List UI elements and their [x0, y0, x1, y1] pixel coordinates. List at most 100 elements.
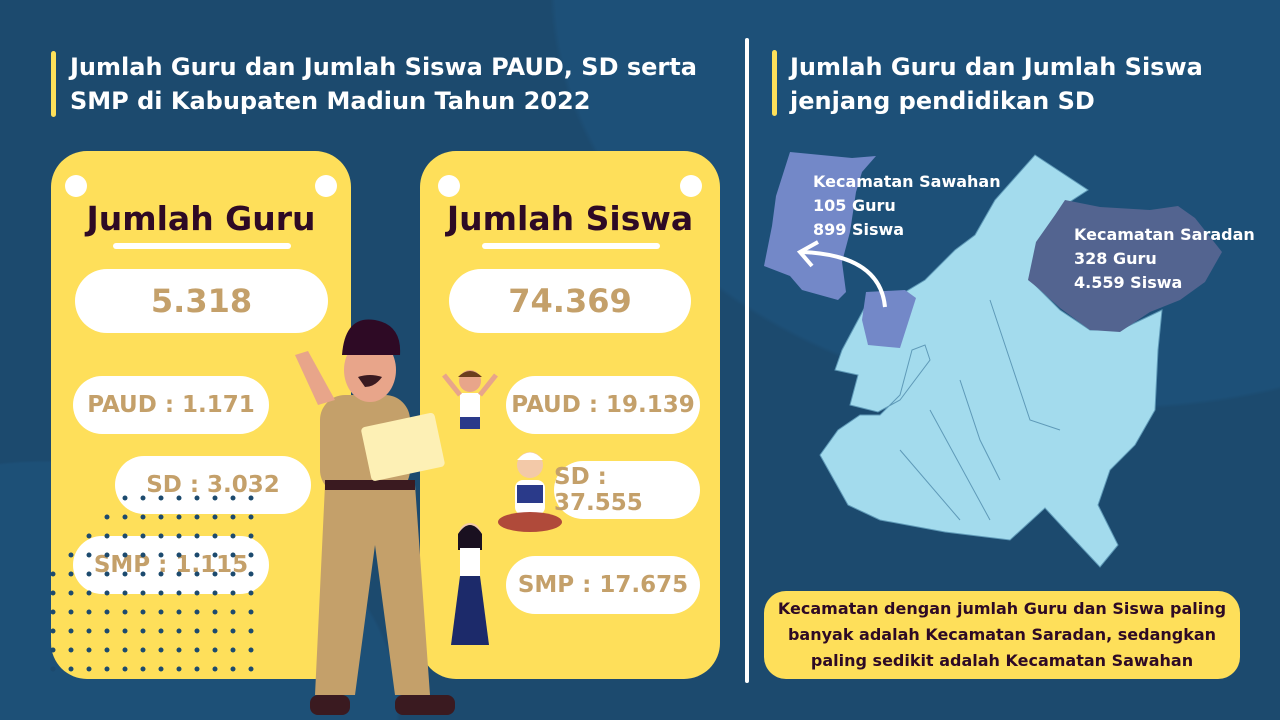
map-region-saradan: [1028, 200, 1222, 332]
arrow-icon: [801, 250, 887, 308]
dot: [140, 628, 146, 634]
dot: [140, 666, 146, 672]
dot: [158, 533, 164, 539]
dot: [230, 647, 236, 653]
dot: [158, 666, 164, 672]
dot: [50, 571, 56, 577]
dot: [122, 571, 128, 577]
dot: [176, 533, 182, 539]
divider: [745, 38, 749, 683]
dot: [86, 609, 92, 615]
dot: [140, 514, 146, 520]
dot: [176, 628, 182, 634]
dot: [122, 647, 128, 653]
saradan-label: Kecamatan Saradan 328 Guru 4.559 Siswa: [1074, 223, 1255, 295]
card-hole: [65, 175, 87, 197]
dot: [122, 628, 128, 634]
dot: [176, 609, 182, 615]
dot: [212, 571, 218, 577]
dot: [158, 590, 164, 596]
dot: [140, 495, 146, 501]
dot: [230, 495, 236, 501]
dot: [68, 666, 74, 672]
saradan-siswa: 4.559 Siswa: [1074, 273, 1183, 292]
dot: [212, 533, 218, 539]
dot: [140, 647, 146, 653]
dot: [50, 628, 56, 634]
dot: [140, 552, 146, 558]
dot: [176, 590, 182, 596]
dot: [176, 647, 182, 653]
dot: [194, 552, 200, 558]
dot: [158, 609, 164, 615]
dot: [212, 628, 218, 634]
dot: [212, 495, 218, 501]
dot: [86, 628, 92, 634]
dot: [122, 495, 128, 501]
dot: [176, 666, 182, 672]
card-hole: [315, 175, 337, 197]
title-accent: [772, 50, 777, 116]
dot: [176, 514, 182, 520]
siswa-smp: SMP : 17.675: [506, 556, 700, 614]
siswa-heading: Jumlah Siswa: [446, 199, 694, 238]
dot: [50, 647, 56, 653]
dot: [248, 647, 254, 653]
dot: [176, 495, 182, 501]
sawahan-label: Kecamatan Sawahan 105 Guru 899 Siswa: [813, 170, 1001, 242]
heading-underline: [482, 243, 660, 249]
dot: [194, 590, 200, 596]
dot: [194, 533, 200, 539]
dot: [86, 533, 92, 539]
dot: [158, 495, 164, 501]
dot: [248, 514, 254, 520]
dot: [230, 514, 236, 520]
map-region-main: [819, 154, 1163, 568]
dot: [212, 552, 218, 558]
student-girl-illustration: [451, 523, 489, 645]
dot: [104, 571, 110, 577]
dot: [176, 552, 182, 558]
madiun-map: [764, 152, 1222, 568]
dot: [230, 666, 236, 672]
guru-card: Jumlah Guru 5.318 PAUD : 1.171 SD : 3.03…: [51, 151, 351, 679]
dot: [122, 609, 128, 615]
dots-decoration: [50, 495, 254, 672]
dot: [122, 666, 128, 672]
dot: [158, 647, 164, 653]
dot: [104, 514, 110, 520]
dot: [86, 666, 92, 672]
dot: [68, 590, 74, 596]
dot: [50, 666, 56, 672]
dot: [50, 609, 56, 615]
dot: [68, 647, 74, 653]
student-reading-illustration: [498, 452, 562, 532]
siswa-sd: SD : 37.555: [554, 461, 700, 519]
dot: [122, 533, 128, 539]
map-region-sawahan: [862, 290, 916, 348]
dot: [122, 590, 128, 596]
dot: [86, 552, 92, 558]
dot: [104, 609, 110, 615]
heading-underline: [113, 243, 291, 249]
title-accent: [51, 51, 56, 117]
dot: [194, 647, 200, 653]
dot: [68, 609, 74, 615]
siswa-paud: PAUD : 19.139: [506, 376, 700, 434]
dot: [158, 628, 164, 634]
dot: [194, 495, 200, 501]
saradan-guru: 328 Guru: [1074, 249, 1157, 268]
dot: [68, 628, 74, 634]
map-borders: [899, 299, 1061, 521]
dot: [194, 628, 200, 634]
dot: [248, 628, 254, 634]
dot: [212, 647, 218, 653]
dot: [50, 590, 56, 596]
guru-sd: SD : 3.032: [115, 456, 311, 514]
arrow-head-icon: [796, 240, 819, 268]
dot: [212, 514, 218, 520]
dot: [230, 533, 236, 539]
dot: [230, 552, 236, 558]
student-boy-illustration: [442, 370, 498, 429]
dot: [158, 514, 164, 520]
